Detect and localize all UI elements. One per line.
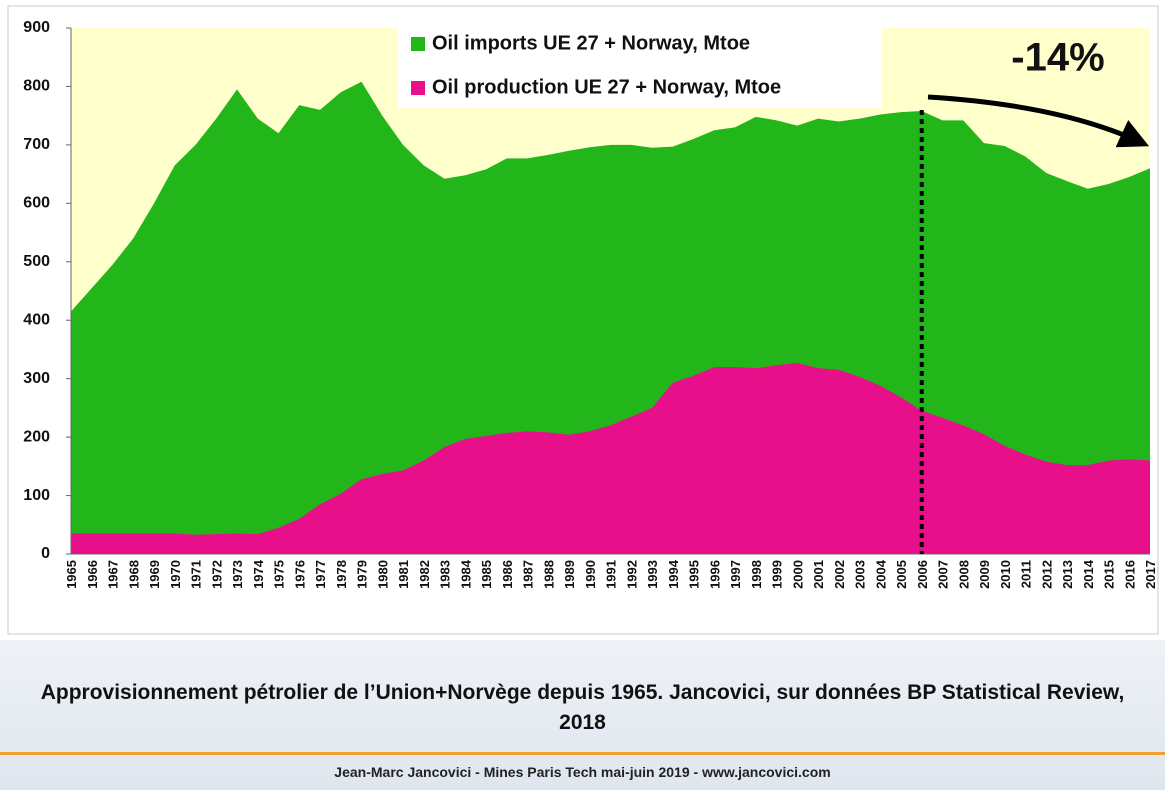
x-tick-label: 1988 [541, 560, 556, 589]
chart: -14% 0 100 200 300 400 500 600 700 800 900 1965 196… [7, 5, 1159, 635]
legend [398, 22, 882, 108]
x-tick-label: 1984 [458, 559, 473, 589]
x-tick-label: 1971 [189, 560, 204, 589]
x-tick-label: 1976 [292, 560, 307, 589]
y-tick-label: 900 [23, 19, 50, 36]
x-tick-label: 1980 [375, 560, 390, 589]
divider [0, 752, 1165, 755]
x-tick-label: 1978 [334, 560, 349, 589]
x-tick-label: 2008 [956, 560, 971, 589]
x-tick-label: 1965 [64, 560, 79, 589]
x-tick-label: 1994 [666, 559, 681, 589]
y-tick-label: 500 [23, 253, 50, 270]
x-tick-label: 2001 [811, 560, 826, 589]
x-tick-label: 1966 [85, 560, 100, 589]
x-tick-label: 1997 [728, 560, 743, 589]
x-tick-label: 2014 [1081, 559, 1096, 589]
x-tick-label: 1998 [749, 560, 764, 589]
x-tick-label: 1979 [355, 560, 370, 589]
x-tick-label: 2012 [1039, 560, 1054, 589]
y-tick-label: 200 [23, 428, 50, 445]
arrow [927, 94, 1150, 148]
x-tick-label: 1987 [521, 560, 536, 589]
x-tick-label: 1989 [562, 560, 577, 589]
x-tick-label: 2016 [1122, 560, 1137, 589]
y-tick-label: 700 [23, 136, 50, 153]
x-tick-label: 1985 [479, 560, 494, 589]
x-tick-label: 1983 [438, 560, 453, 589]
x-tick-label: 2000 [790, 560, 805, 589]
x-tick-label: 1986 [500, 560, 515, 589]
x-tick-label: 2006 [915, 560, 930, 589]
x-tick-label: 1990 [583, 560, 598, 589]
annotation: -14% [1011, 36, 1104, 80]
x-tick-label: 2011 [1019, 560, 1034, 588]
y-tick-label: 800 [23, 78, 50, 95]
caption: Approvisionnement pétrolier de l’Union+N… [40, 681, 1125, 734]
x-tick-label: 2007 [936, 560, 951, 589]
x-tick-label: 1996 [707, 560, 722, 589]
x-tick-label: 1982 [417, 560, 432, 589]
y-tick-label: 400 [23, 311, 50, 328]
y-tick-label: 300 [23, 370, 50, 387]
caption-panel [0, 640, 1165, 790]
x-tick-label: 2015 [1102, 560, 1117, 589]
y-tick-label: 0 [41, 545, 50, 562]
legend-label: Oil production UE 27 + Norway, Mtoe [432, 76, 781, 98]
y-tick-label: 600 [23, 195, 50, 212]
x-tick-label: 1977 [313, 560, 328, 589]
x-tick-label: 1968 [126, 560, 141, 589]
area [71, 362, 1150, 554]
x-tick-label: 2003 [853, 560, 868, 589]
x-tick-label: 1999 [770, 560, 785, 589]
x-tick-label: 2004 [873, 559, 888, 589]
x-tick-label: 1981 [396, 560, 411, 589]
x-tick-label: 1995 [687, 560, 702, 589]
x-tick-label: 2002 [832, 560, 847, 589]
x-tick-label: 1970 [168, 560, 183, 589]
legend-swatch [411, 37, 425, 51]
x-tick-label: 1969 [147, 560, 162, 589]
x-tick-label: 2017 [1143, 560, 1158, 589]
y-tick-label: 100 [23, 487, 50, 504]
x-tick-label: 2013 [1060, 560, 1075, 589]
x-tick-label: 1973 [230, 560, 245, 589]
legend-swatch [411, 81, 425, 95]
x-tick-label: 1967 [106, 560, 121, 589]
x-tick-label: 1972 [209, 560, 224, 589]
legend-label: Oil imports UE 27 + Norway, Mtoe [432, 32, 750, 54]
x-tick-label: 1991 [604, 560, 619, 589]
x-tick-label: 1975 [272, 560, 287, 589]
footer: Jean-Marc Jancovici - Mines Paris Tech m… [334, 764, 831, 780]
x-tick-label: 1974 [251, 559, 266, 589]
x-tick-label: 1992 [624, 560, 639, 589]
x-tick-label: 1993 [645, 560, 660, 589]
x-tick-label: 2010 [998, 560, 1013, 589]
x-tick-label: 2005 [894, 560, 909, 589]
x-tick-label: 2009 [977, 560, 992, 589]
